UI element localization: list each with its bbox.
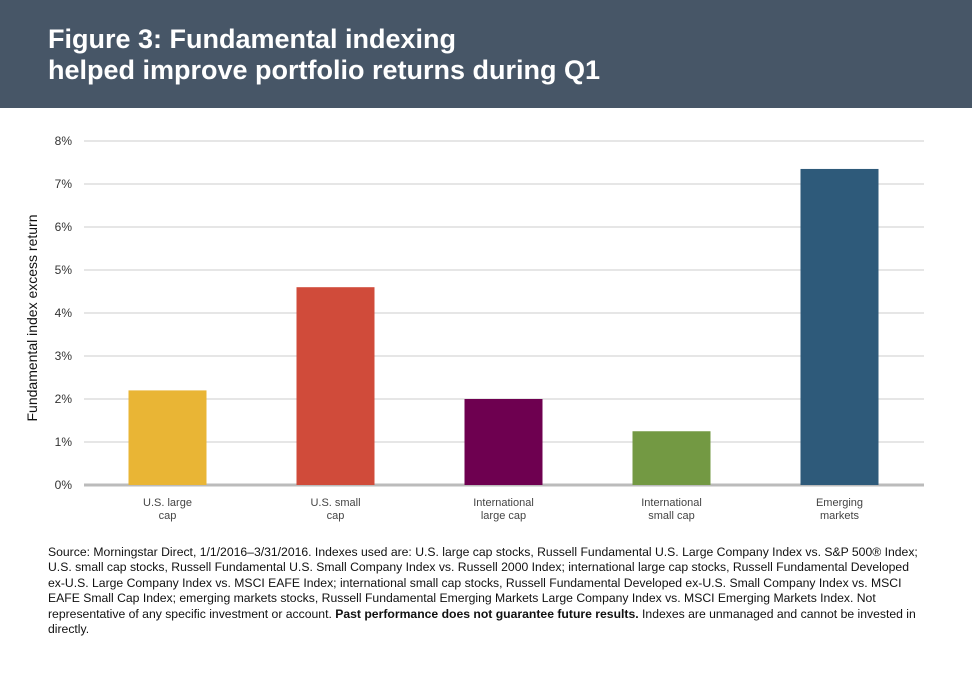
figure-title-line-1: Figure 3: Fundamental indexing [48,24,457,54]
bar [128,390,207,485]
category-label: small cap [648,510,694,522]
category-label: large cap [481,510,526,522]
category-label: cap [159,510,177,522]
category-label: International [641,497,702,509]
y-tick-labels: 0% 1% 2% 3% 4% 5% 6% 7% 8% [55,134,73,492]
category-label: International [473,497,534,509]
y-tick-label: 3% [55,349,73,363]
bar [632,431,711,485]
source-tail: Indexes are unmanaged and cannot be inve… [48,606,916,637]
y-axis-label: Fundamental index excess return [24,215,40,422]
figure-header: Figure 3: Fundamental indexing helped im… [0,0,972,108]
source-note: Source: Morningstar Direct, 1/1/2016–3/3… [48,545,928,637]
y-tick-label: 1% [55,435,73,449]
y-tick-label: 0% [55,478,73,492]
figure-title: Figure 3: Fundamental indexing helped im… [48,24,972,86]
category-label: U.S. small [310,497,360,509]
y-tick-label: 4% [55,306,73,320]
y-tick-label: 2% [55,392,73,406]
bar [464,399,543,485]
bar [800,168,879,485]
source-disclaimer-bold: Past performance does not guarantee futu… [335,606,639,621]
y-tick-label: 8% [55,134,73,148]
y-tick-label: 6% [55,220,73,234]
category-label: Emerging [816,497,863,509]
figure-title-line-2: helped improve portfolio returns during … [48,55,601,85]
y-tick-label: 7% [55,177,73,191]
bars [128,168,879,485]
category-label: markets [820,510,860,522]
source-text: Source: Morningstar Direct, 1/1/2016–3/3… [48,545,918,621]
category-label: U.S. large [143,497,192,509]
category-label: cap [327,510,345,522]
bar [296,287,375,485]
y-tick-label: 5% [55,263,73,277]
